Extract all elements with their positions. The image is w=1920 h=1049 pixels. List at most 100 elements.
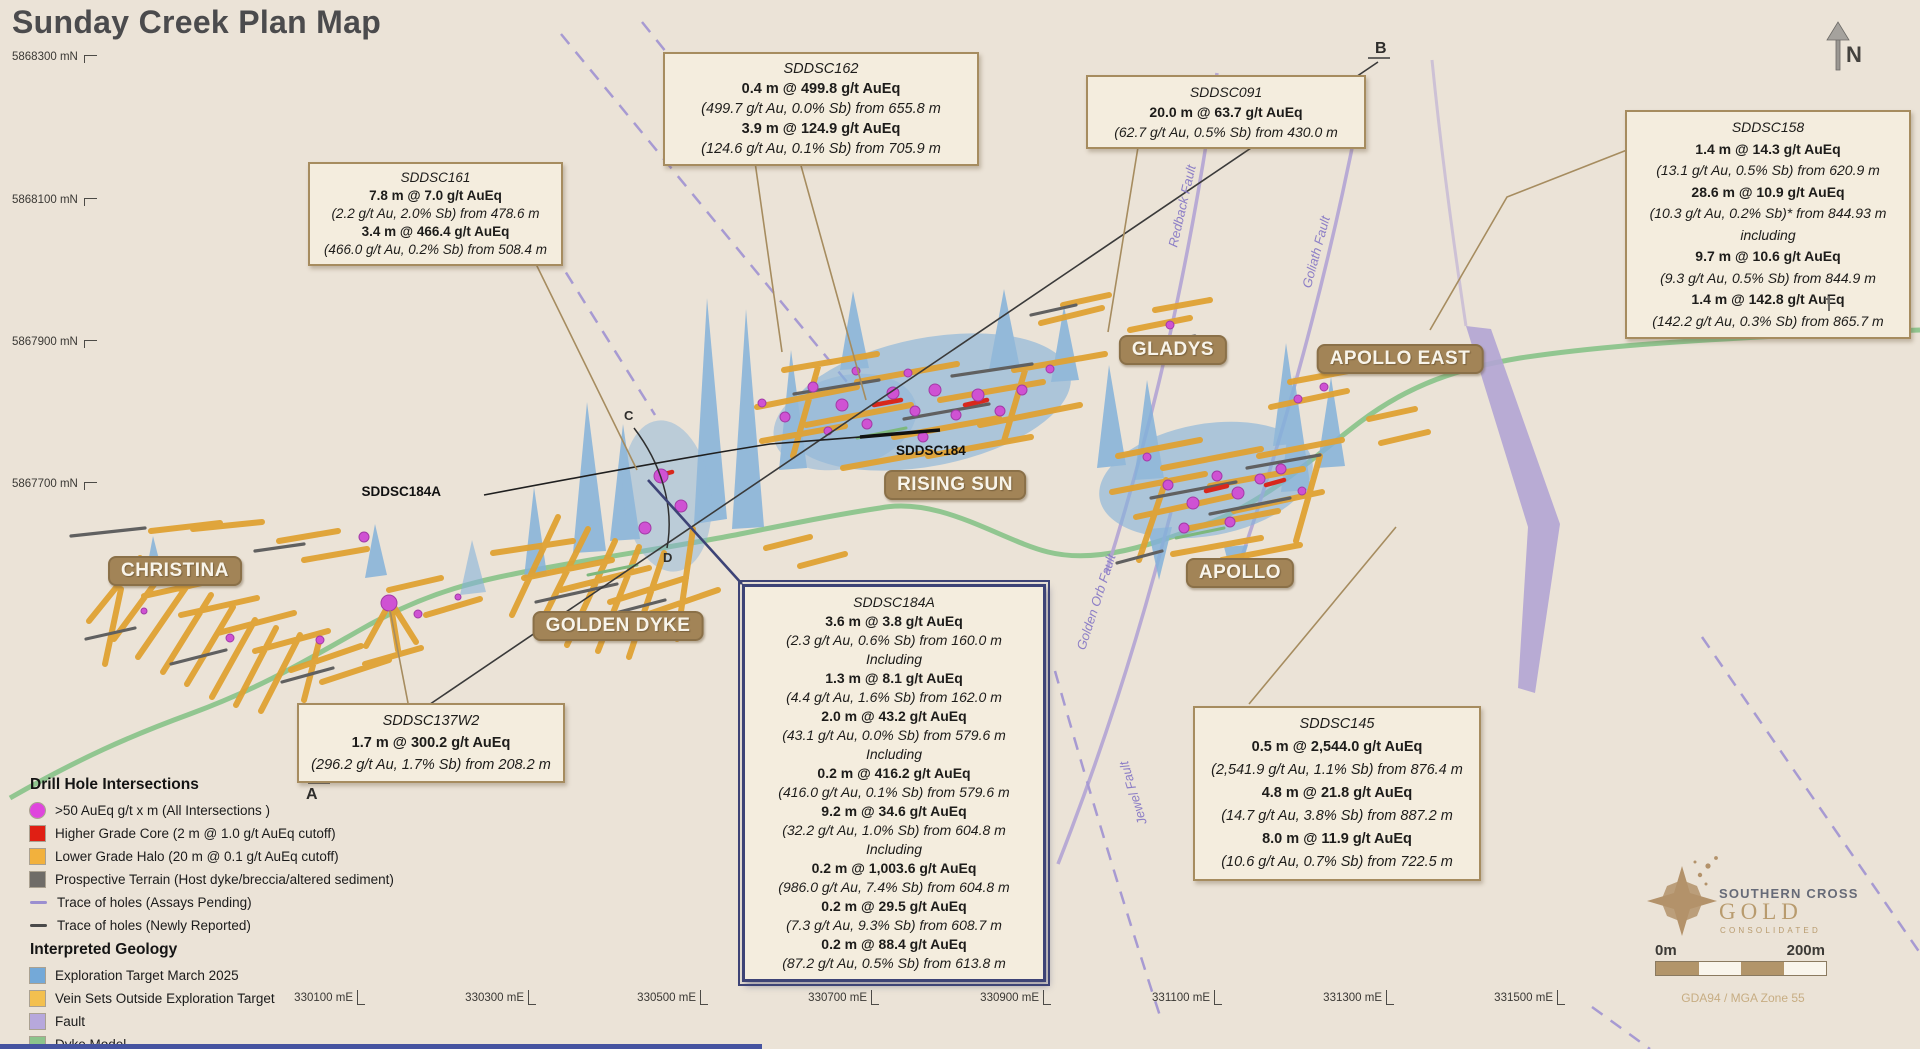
northing-tick: [84, 198, 97, 206]
legend-label: Exploration Target March 2025: [55, 968, 239, 983]
intercept-line: 2.0 m @ 43.2 g/t AuEq: [821, 708, 967, 724]
callout-sddsc137w2: SDDSC137W2 1.7 m @ 300.2 g/t AuEq (296.2 …: [297, 703, 565, 783]
zone-label-christina: CHRISTINA: [108, 556, 242, 586]
intercept-line: (10.6 g/t Au, 0.7% Sb) from 722.5 m: [1221, 854, 1453, 870]
intercept-line: (87.2 g/t Au, 0.5% Sb) from 613.8 m: [782, 955, 1006, 971]
legend-drill-title: Drill Hole Intersections: [30, 776, 199, 793]
easting-tick: [357, 990, 365, 1005]
intercept-line: (986.0 g/t Au, 7.4% Sb) from 604.8 m: [778, 879, 1010, 895]
intercept-list: 0.5 m @ 2,544.0 g/t AuEq (2,541.9 g/t Au,…: [1203, 736, 1471, 874]
page-title: Sunday Creek Plan Map: [12, 4, 382, 40]
easting-tick: [1043, 990, 1051, 1005]
north-label: N: [1846, 42, 1862, 67]
intercept-line: 0.2 m @ 29.5 g/t AuEq: [821, 898, 967, 914]
easting-tick: [700, 990, 708, 1005]
intercept-line: 1.3 m @ 8.1 g/t AuEq: [825, 670, 963, 686]
intercept-list: 0.4 m @ 499.8 g/t AuEq (499.7 g/t Au, 0.0…: [673, 79, 969, 159]
intercept-line: (466.0 g/t Au, 0.2% Sb) from 508.4 m: [323, 242, 548, 257]
scalebar-zero-label: 0m: [1655, 942, 1677, 959]
section-marker-a: A: [306, 786, 318, 803]
callout-connectors: [389, 140, 1628, 705]
intercept-line: (43.1 g/t Au, 0.0% Sb) from 579.6 m: [782, 727, 1006, 743]
easting-tick: [1214, 990, 1222, 1005]
new-hole-trace-thick: [859, 428, 941, 439]
legend-label: Fault: [55, 1014, 86, 1029]
intercept-line: 9.7 m @ 10.6 g/t AuEq: [1695, 248, 1841, 264]
legend: Drill Hole Intersections >50 AuEq g/t x …: [29, 776, 394, 1049]
legend-swatch: [30, 924, 47, 927]
intercept-line: 3.9 m @ 124.9 g/t AuEq: [741, 121, 901, 137]
easting-label: 331300 mE: [1323, 992, 1382, 1004]
section-marker-b: B: [1375, 40, 1387, 57]
vein-set-strokes: [86, 292, 1431, 714]
easting-label: 330500 mE: [637, 992, 696, 1004]
intercept-line: (62.7 g/t Au, 0.5% Sb) from 430.0 m: [1114, 124, 1338, 140]
legend-swatch: [29, 1013, 46, 1030]
easting-label: 331100 mE: [1152, 992, 1210, 1004]
easting-label: 330300 mE: [465, 992, 524, 1004]
intercept-line: Including: [865, 746, 923, 762]
scalebar-segment: [1741, 962, 1784, 975]
logo-consolidated-text: CONSOLIDATED: [1720, 926, 1821, 935]
higher-grade-core-strokes: [654, 397, 1287, 494]
intercept-line: 7.8 m @ 7.0 g/t AuEq: [369, 188, 502, 203]
hole-trace-label-sddsc184: SDDSC184: [896, 443, 966, 458]
scalebar-segment: [1656, 962, 1699, 975]
legend-drill-items: >50 AuEq g/t x m (All Intersections ) Hi…: [29, 799, 394, 937]
mouse-cursor: [1825, 296, 1833, 311]
intercept-line: (13.1 g/t Au, 0.5% Sb) from 620.9 m: [1656, 162, 1880, 178]
zone-label-golden-dyke: GOLDEN DYKE: [532, 611, 704, 641]
drillhole-id: SDDSC158: [1731, 119, 1805, 135]
section-line-ab: [308, 57, 1390, 784]
legend-swatch: [29, 825, 46, 842]
legend-geology-title: Interpreted Geology: [30, 941, 178, 958]
intercept-line: 8.0 m @ 11.9 g/t AuEq: [1262, 831, 1412, 847]
prospective-terrain-strokes: [69, 303, 1322, 684]
intercept-line: (124.6 g/t Au, 0.1% Sb) from 705.9 m: [701, 141, 941, 157]
intercept-line: 9.2 m @ 34.6 g/t AuEq: [821, 803, 967, 819]
easting-label: 330700 mE: [808, 992, 867, 1004]
intercept-line: (9.3 g/t Au, 0.5% Sb) from 844.9 m: [1660, 269, 1876, 286]
callout-sddsc162: SDDSC162 0.4 m @ 499.8 g/t AuEq (499.7 g/…: [663, 52, 979, 166]
section-line-cd: [633, 427, 670, 549]
section-marker-d: D: [663, 550, 673, 565]
legend-item: Prospective Terrain (Host dyke/breccia/a…: [29, 868, 394, 891]
easting-tick: [1386, 990, 1394, 1005]
zone-label-gladys: GLADYS: [1118, 335, 1228, 365]
legend-label: Lower Grade Halo (20 m @ 0.1 g/t AuEq cu…: [55, 849, 339, 864]
legend-swatch: [29, 848, 46, 865]
north-arrow-icon: [1826, 21, 1850, 71]
northing-label: 5867900 mN: [12, 336, 78, 348]
legend-item: Trace of holes (Assays Pending): [30, 891, 394, 914]
intercept-list: 3.6 m @ 3.8 g/t AuEq (2.3 g/t Au, 0.6% Sb…: [752, 612, 1036, 973]
scalebar-max-label: 200m: [1786, 942, 1825, 959]
legend-item: Fault: [29, 1010, 394, 1033]
legend-swatch: [29, 802, 46, 819]
easting-tick: [528, 990, 536, 1005]
legend-item: Higher Grade Core (2 m @ 1.0 g/t AuEq cu…: [29, 822, 394, 845]
intercept-line: 4.8 m @ 21.8 g/t AuEq: [1261, 785, 1413, 801]
intercept-line: 28.6 m @ 10.9 g/t AuEq: [1691, 183, 1845, 200]
intercept-line: 0.2 m @ 88.4 g/t AuEq: [821, 936, 967, 952]
legend-swatch: [29, 871, 46, 888]
legend-label: Trace of holes (Newly Reported): [57, 918, 251, 933]
legend-item: Exploration Target March 2025: [29, 964, 394, 987]
logo-company-name: SOUTHERN CROSS: [1719, 886, 1859, 901]
legend-label: >50 AuEq g/t x m (All Intersections ): [55, 803, 270, 818]
high-grade-intersections: [140, 320, 1329, 645]
intercept-line: Including: [865, 841, 923, 857]
intercept-list: 20.0 m @ 63.7 g/t AuEq (62.7 g/t Au, 0.5%…: [1096, 102, 1356, 142]
legend-item: Lower Grade Halo (20 m @ 0.1 g/t AuEq cu…: [29, 845, 394, 868]
intercept-line: (2,541.9 g/t Au, 1.1% Sb) from 876.4 m: [1211, 762, 1463, 778]
legend-geology-items: Exploration Target March 2025 Vein Sets …: [29, 964, 394, 1049]
callout-sddsc184a: SDDSC184A 3.6 m @ 3.8 g/t AuEq (2.3 g/t A…: [738, 580, 1050, 986]
intercept-line: 0.2 m @ 1,003.6 g/t AuEq: [811, 860, 977, 876]
legend-item: Vein Sets Outside Exploration Target: [29, 987, 394, 1010]
intercept-line: 0.5 m @ 2,544.0 g/t AuEq: [1251, 739, 1423, 755]
hole-trace-label-sddsc184a: SDDSC184A: [361, 484, 441, 499]
intercept-line: (296.2 g/t Au, 1.7% Sb) from 208.2 m: [311, 757, 551, 773]
legend-item: Trace of holes (Newly Reported): [30, 914, 394, 937]
legend-swatch: [29, 967, 46, 984]
intercept-line: 1.7 m @ 300.2 g/t AuEq: [351, 735, 511, 751]
